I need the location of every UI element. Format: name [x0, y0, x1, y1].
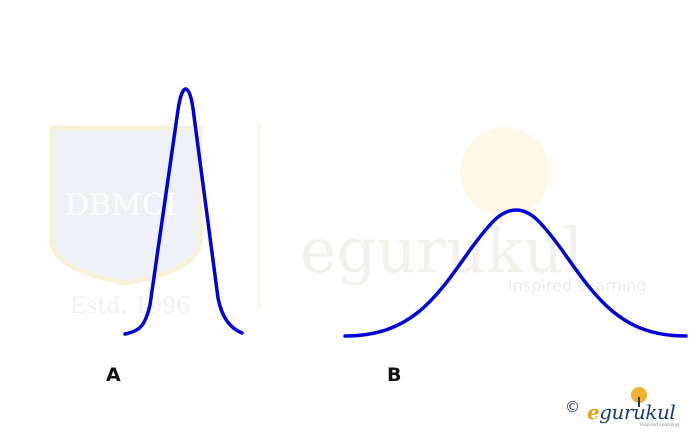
egurukul-logo: egurukul	[587, 400, 676, 424]
curve-a-narrow-peak	[123, 87, 244, 336]
dbmci-watermark: DBMCI Estd. 1996	[49, 122, 261, 319]
copyright-symbol: ©	[565, 398, 580, 416]
watermark-tagline: Inspired Learning	[508, 276, 647, 295]
logo-e: e	[587, 400, 600, 424]
curve-b-broad-bell	[343, 208, 688, 338]
seal-shield-icon	[49, 125, 203, 286]
watermark-brand: egurukul	[300, 214, 583, 287]
established-text: Estd. 1996	[70, 294, 190, 319]
logo-tagline: Inspired Learning	[640, 423, 679, 428]
egurukul-watermark: egurukul Inspired Learning	[300, 127, 647, 295]
tree-logo-icon	[631, 387, 647, 407]
seal-text: DBMCI	[65, 188, 177, 223]
curve-a-label: A	[106, 364, 121, 386]
curve-b-label: B	[387, 364, 402, 386]
logo-rest: gurukul	[599, 400, 676, 424]
tree-watermark-icon	[460, 127, 550, 217]
